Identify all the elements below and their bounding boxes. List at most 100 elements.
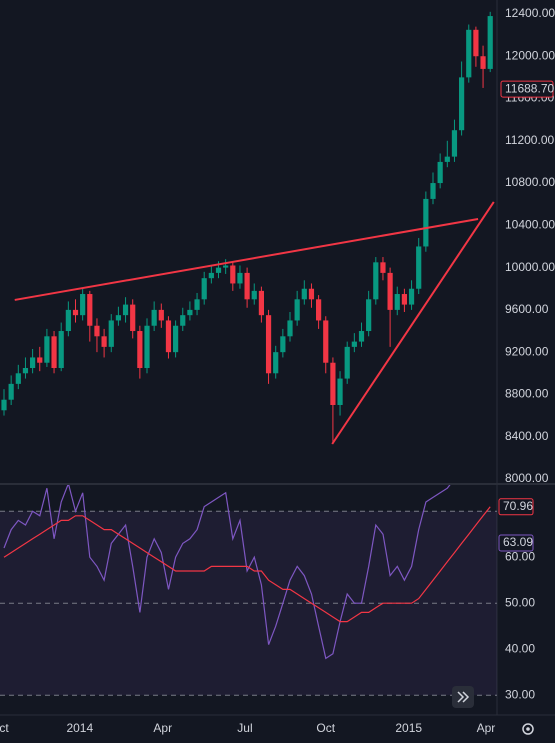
candle-body [37,357,43,363]
x-tick-label: Jul [237,721,252,735]
candle-body [273,352,279,374]
candle-body [144,325,150,369]
trend-line [14,218,479,301]
candle-body [194,299,200,310]
candle-body [373,262,379,300]
candle-body [280,336,286,353]
y-tick-label: 40.00 [505,641,535,655]
candle-body [351,341,357,347]
candle-body [108,320,114,347]
candle-body [258,290,265,316]
value-label-box [498,498,534,516]
candle-body [180,315,186,326]
candle-body [230,265,236,284]
y-tick-label: 10000.00 [505,260,555,274]
price-pane [1,11,495,445]
candle-body [387,272,393,310]
candle-body [487,16,493,69]
y-tick-label: 8800.00 [505,387,549,401]
candle-body [30,357,36,369]
candle-body [151,309,157,326]
candle-body [330,362,336,406]
x-tick-label: 2015 [395,721,422,735]
rsi-label: 63.09 [503,535,533,549]
candle-body [165,320,172,353]
candle-body [337,378,343,406]
y-tick-label: 50.00 [505,595,535,609]
candle-body [251,290,257,300]
value-label: 70.96 [503,499,533,513]
candle-body [22,368,29,374]
candle-body [115,315,122,321]
candle-body [466,29,472,78]
x-tick-label: Apr [477,721,496,735]
x-tick-label: 2014 [66,721,93,735]
y-tick-label: 9600.00 [505,302,549,316]
x-tick-label: Apr [153,721,172,735]
candle-body [122,304,129,316]
candle-body [408,288,415,305]
candle-body [130,304,136,332]
price-label-box [500,80,554,98]
candle-body [137,331,143,369]
y-tick-label: 11200.00 [505,133,554,147]
y-tick-label: 30.00 [505,687,535,701]
axes: 8000.00 8400.00 8800.00 9200.00 9600.00 10000… [0,6,555,735]
candle-body [101,336,107,347]
y-tick-label: 9200.00 [505,344,549,358]
candle-body [380,262,386,273]
candle-body [287,320,293,337]
candle-body [344,346,350,379]
candle-body [294,299,300,321]
rsi-label-box [498,534,534,552]
candle-body [401,294,408,305]
candle-body [244,272,250,300]
candle-body [80,294,86,316]
candle-body [323,320,329,363]
candle-body [187,309,193,316]
settings-icon-center [526,727,530,731]
candle-body [308,288,315,300]
candle-body [459,77,465,131]
candle-body [358,331,365,342]
scroll-icon [457,691,470,703]
candle-body [1,399,7,411]
candle-body [87,294,93,326]
candle-body [208,272,214,279]
candle-body [265,315,272,374]
candle-body [94,325,100,337]
y-tick-label: 60.00 [505,549,535,563]
candle-body [316,299,322,321]
candle-body [215,267,222,273]
candle-body [394,294,400,310]
price-label: 11688.70 [505,81,554,95]
x-tick-label: ct [0,721,9,735]
candle-body [480,56,486,69]
candle-body [223,265,229,268]
candle-body [237,272,243,284]
candle-body [301,288,307,300]
candle-body [158,309,164,321]
candle-body [15,373,21,384]
settings-icon[interactable] [522,723,534,735]
candle-body [451,130,458,157]
y-tick-label: 10800.00 [505,175,555,189]
candle-body [51,336,57,369]
candle-body [44,336,50,363]
y-tick-label: 12400.00 [505,6,555,20]
rsi-pane [0,485,497,696]
y-tick-label: 12000.00 [505,48,555,62]
y-tick-label: 10400.00 [505,218,555,232]
candle-body [423,198,429,247]
rsi-line [3,506,491,623]
candle-body [430,183,436,199]
candle-body [416,246,422,289]
candle-body [444,156,450,162]
candle-body [473,29,479,57]
x-tick-label: Oct [316,721,335,735]
candle-body [173,325,179,353]
y-tick-label: 8400.00 [505,429,549,443]
candle-body [437,161,443,184]
candle-body [366,299,372,332]
